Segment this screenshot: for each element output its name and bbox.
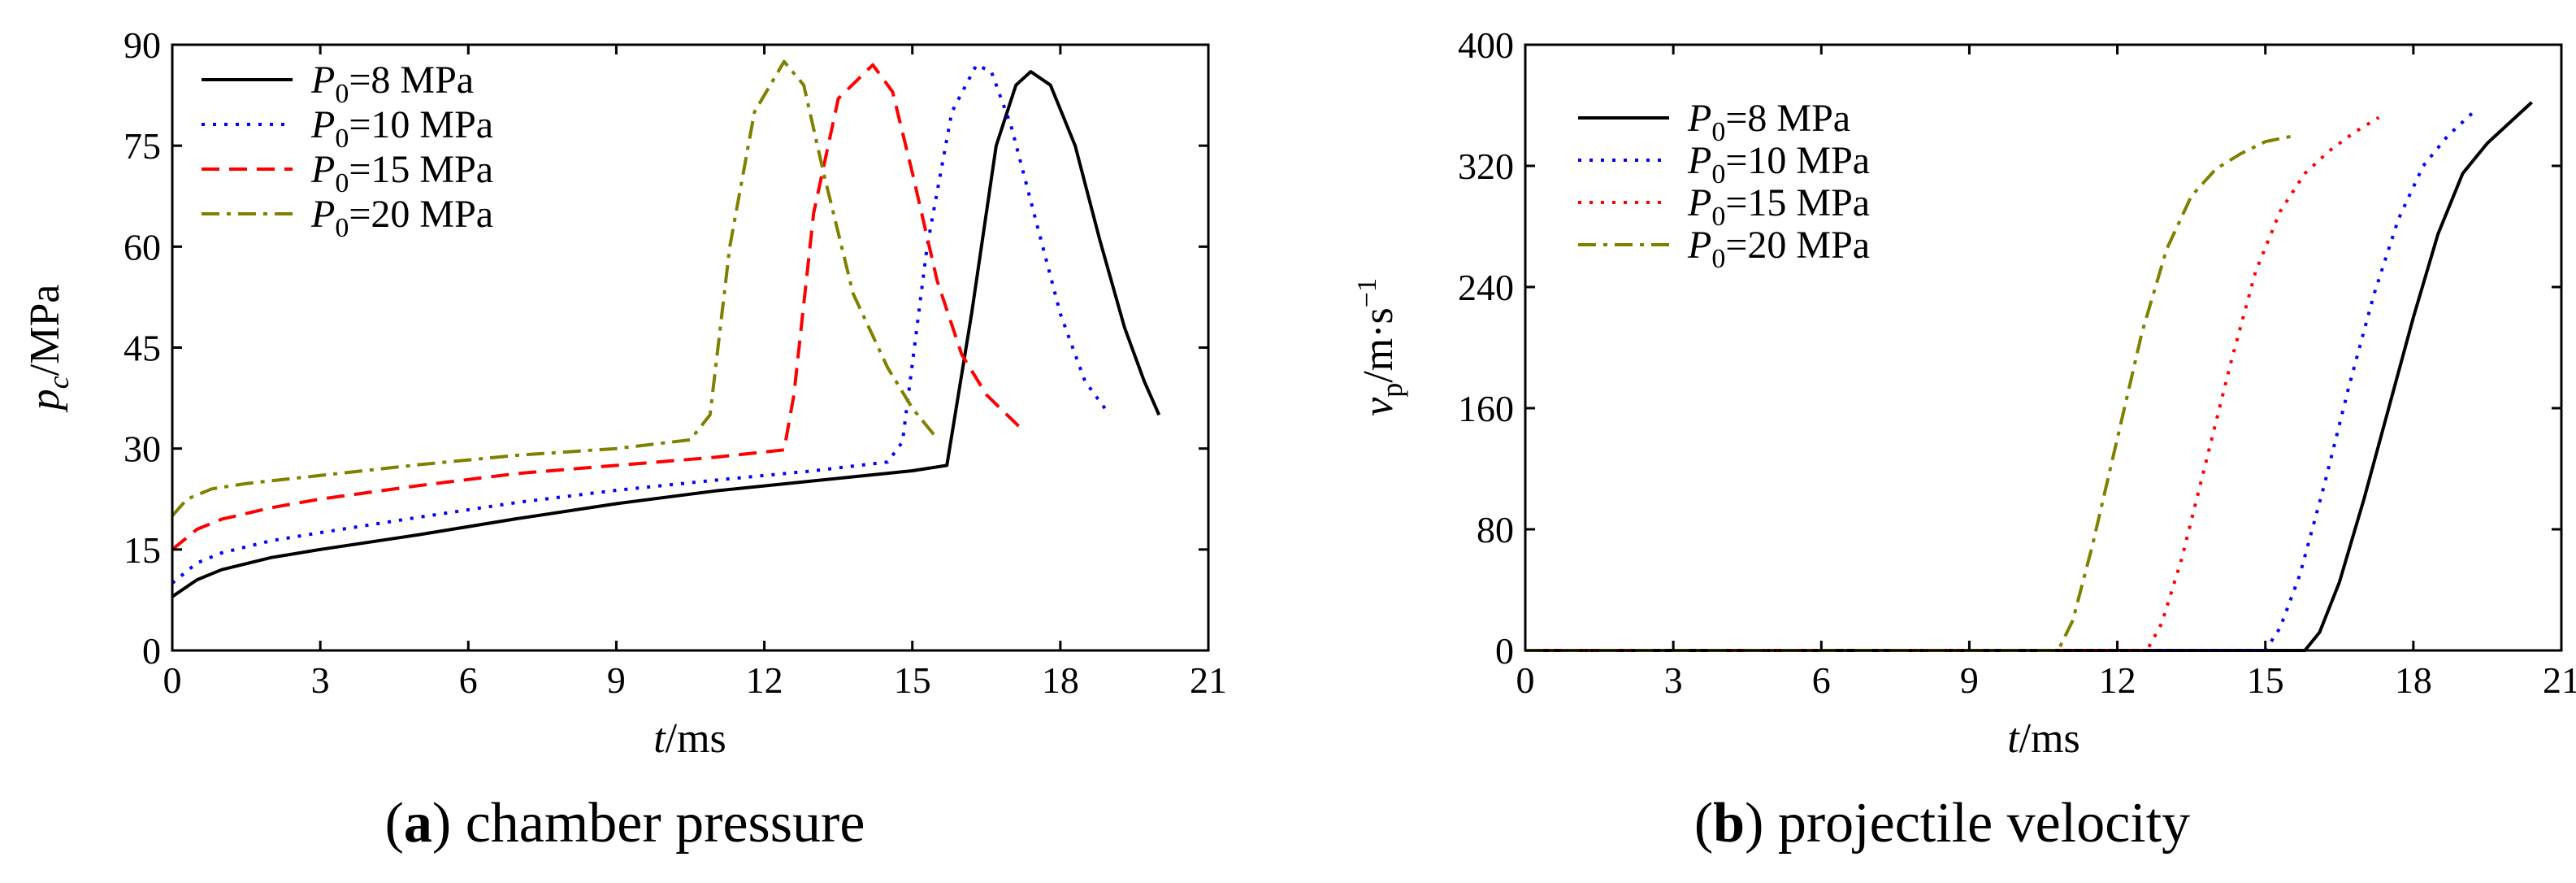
chart-a-lines: [171, 59, 1161, 598]
chart-a-x-tick-label: 18: [1042, 659, 1079, 701]
chart-b-series-line-1: [1525, 101, 2533, 652]
chart-a-legend-label-1: P0=8 MPa: [310, 59, 474, 109]
chart-b-x-tick-label: 15: [2247, 659, 2284, 701]
caption-a: (a) chamber pressure: [385, 792, 865, 855]
chart-a-x-axis-label: t/ms: [653, 716, 726, 762]
chart-a-x-tick-label: 6: [459, 659, 478, 701]
chart-b-legend-label-2: P0=10 MPa: [1687, 139, 1870, 189]
chart-b-series-line-4: [1525, 133, 2296, 652]
chart-a-y-axis-label: pc/MPa: [22, 285, 75, 414]
chart-b-x-tick-label: 3: [1664, 659, 1683, 701]
chart-a-x-tick-label: 21: [1190, 659, 1227, 701]
chart-b-plot-frame: [1524, 43, 2563, 652]
chart-a-y-tick-label: 60: [124, 226, 161, 268]
chart-a-series-line-2: [171, 63, 1112, 585]
chart-a-x-tick-label: 3: [311, 659, 330, 701]
chart-b-y-tick-label: 80: [1477, 509, 1514, 550]
chart-a-y-tick-label: 90: [124, 24, 161, 66]
chart-b-x-tick-label: 6: [1812, 659, 1831, 701]
chart-b-x-tick-label: 21: [2543, 659, 2576, 701]
chart-b-y-axis-label: vp/m·s−1: [1352, 278, 1408, 416]
chart-b-legend-label-3: P0=15 MPa: [1687, 181, 1870, 232]
chart-a-x-tick-label: 0: [163, 659, 182, 701]
chart-a-series-line-3: [171, 63, 1022, 551]
chart-b-series-line-2: [1525, 111, 2474, 652]
chart-b-y-tick-label: 400: [1458, 24, 1514, 66]
chart-b-legend-label-4: P0=20 MPa: [1687, 224, 1870, 274]
chart-a-legend-label-4: P0=20 MPa: [310, 193, 493, 243]
chart-b-series-line-3: [1525, 115, 2380, 652]
chart-b-y-tick-label: 160: [1458, 388, 1514, 429]
chart-a-series-line-4: [171, 59, 939, 517]
chart-b-x-axis-label: t/ms: [2007, 716, 2080, 762]
chart-a-ticks: 0 3 6 9 12 15 18 21 0 15 30 45 60 75 90: [124, 24, 1227, 701]
chart-a-legend-label-3: P0=15 MPa: [310, 148, 493, 198]
caption-b: (b) projectile velocity: [1694, 792, 2190, 855]
chart-a-x-tick-label: 15: [894, 659, 931, 701]
chart-b-x-tick-label: 0: [1516, 659, 1535, 701]
chart-a-series-line-1: [171, 70, 1161, 598]
chart-a-x-tick-label: 12: [746, 659, 783, 701]
chart-a-legend-label-2: P0=10 MPa: [310, 103, 493, 154]
chart-a-y-tick-label: 0: [142, 630, 161, 672]
chart-b-lines: [1525, 101, 2533, 652]
chart-b: 0 3 6 9 12 15 18 21 0 80 160 240 320 400 t/ms vp/m·s−…: [1352, 24, 2576, 855]
chart-a: 0 3 6 9 12 15 18 21 0 15 30 45 60 75 90 t/ms pc/MPa P0…: [22, 24, 1227, 855]
chart-b-x-tick-label: 12: [2099, 659, 2136, 701]
chart-a-x-tick-label: 9: [607, 659, 626, 701]
chart-a-y-tick-label: 45: [124, 328, 161, 369]
chart-b-y-tick-label: 240: [1458, 267, 1514, 308]
chart-b-y-tick-label: 320: [1458, 146, 1514, 187]
chart-b-x-tick-label: 9: [1960, 659, 1979, 701]
chart-a-y-tick-label: 75: [124, 125, 161, 167]
chart-b-legend-label-1: P0=8 MPa: [1687, 97, 1850, 147]
chart-b-x-tick-label: 18: [2395, 659, 2432, 701]
chart-b-ticks: 0 3 6 9 12 15 18 21 0 80 160 240 320 400: [1458, 24, 2576, 701]
chart-a-y-tick-label: 15: [124, 529, 161, 571]
chart-a-y-tick-label: 30: [124, 428, 161, 470]
chart-b-y-tick-label: 0: [1495, 630, 1514, 672]
